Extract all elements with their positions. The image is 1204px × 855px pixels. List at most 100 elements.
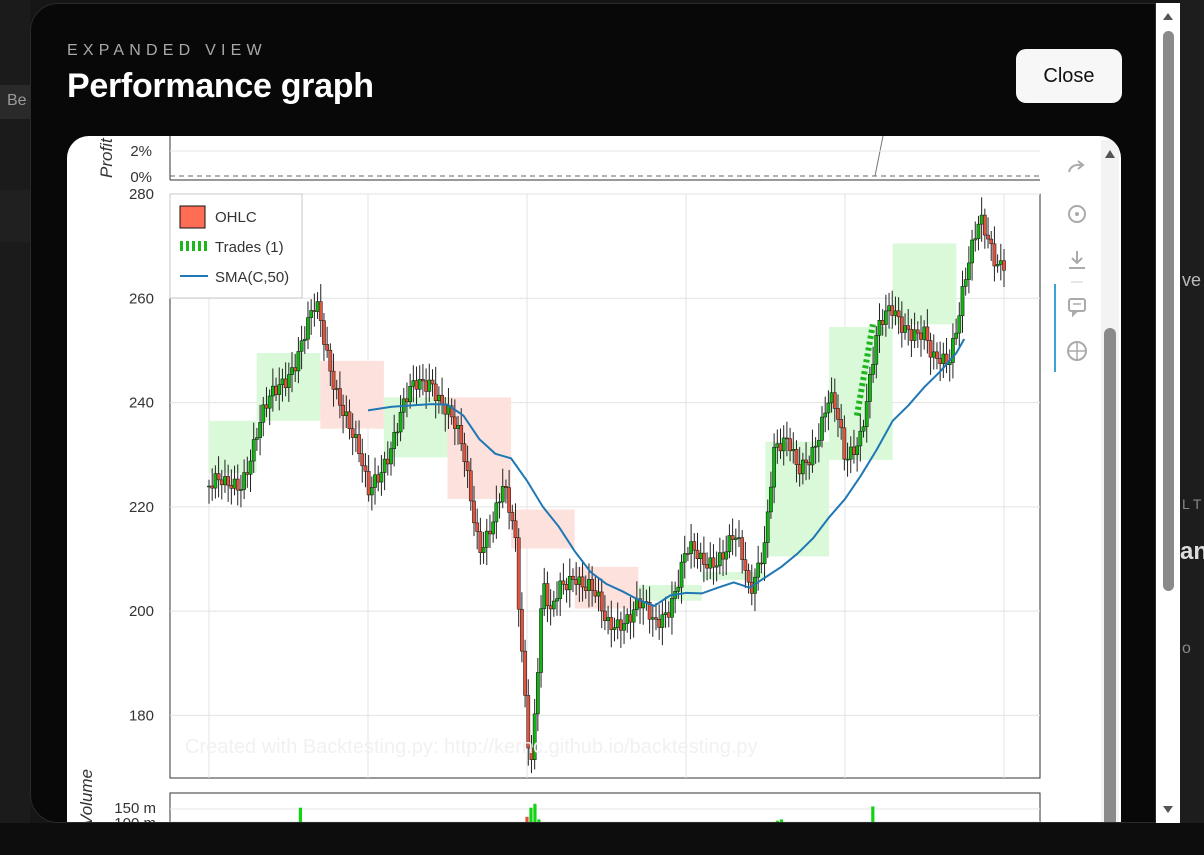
- candle-body: [855, 445, 859, 455]
- save-icon[interactable]: [1069, 251, 1085, 269]
- candle-body: [274, 385, 278, 395]
- candle-body: [558, 580, 563, 599]
- candle-body: [670, 598, 674, 618]
- candle-body: [884, 310, 888, 325]
- candle-body: [251, 439, 256, 462]
- volume-bar: [775, 820, 780, 822]
- candle-body: [583, 586, 588, 591]
- volume-bar: [366, 822, 369, 823]
- candle-body: [341, 404, 345, 416]
- candle-body: [437, 394, 441, 401]
- candle-body: [628, 614, 633, 623]
- candle-body: [880, 320, 885, 325]
- candle-body: [488, 530, 492, 535]
- candle-body: [967, 262, 971, 280]
- close-button[interactable]: Close: [1016, 49, 1122, 103]
- candle-body: [717, 552, 722, 567]
- candle-body: [290, 367, 294, 375]
- candle-body: [478, 531, 483, 553]
- volume-bar: [708, 822, 711, 823]
- candle-body: [472, 500, 476, 524]
- profit-line: [874, 136, 884, 177]
- chart-scrollbar[interactable]: [1101, 140, 1119, 823]
- candle-body: [373, 474, 377, 488]
- volume-bar: [748, 822, 751, 823]
- candle-body: [475, 522, 480, 532]
- candle-body: [864, 401, 869, 427]
- volume-axis-label: Volume: [77, 769, 96, 823]
- candle-body: [235, 478, 240, 491]
- candle-body: [730, 535, 735, 540]
- candle-body: [781, 437, 786, 452]
- chart-scroll-up-arrow[interactable]: [1105, 150, 1115, 158]
- candle-body: [389, 448, 393, 465]
- candle-body: [414, 380, 419, 390]
- candle-body: [513, 520, 518, 538]
- candle-body: [280, 378, 285, 385]
- price-tick-label: 200: [129, 603, 154, 620]
- candle-body: [797, 464, 802, 475]
- background-left-strip: [0, 0, 30, 855]
- candle-body: [385, 458, 390, 465]
- candle-body: [615, 619, 620, 628]
- candle-body: [941, 353, 946, 364]
- profit-tick-label: 0%: [130, 169, 152, 186]
- background-tab: [0, 85, 30, 119]
- volume-panel: 150 m 100 m Volume: [77, 769, 1041, 823]
- background-text-fragment: L T: [1182, 496, 1202, 512]
- candle-body: [229, 484, 234, 489]
- candle-body: [561, 580, 566, 585]
- performance-chart-svg[interactable]: 2% 0% Profit 180 200 220 240 260 280 Created …: [67, 136, 1121, 823]
- reset-icon[interactable]: [1068, 205, 1086, 223]
- candle-body: [893, 310, 898, 316]
- candle-body: [207, 485, 211, 488]
- candle-body: [405, 398, 409, 403]
- expanded-view-modal: EXPANDED VIEW Performance graph Close 2%…: [30, 3, 1156, 823]
- candle-body: [871, 363, 875, 375]
- regime-box: [511, 509, 575, 549]
- candle-body: [721, 552, 725, 560]
- candle-body: [650, 617, 655, 620]
- window-scroll-down-arrow[interactable]: [1163, 806, 1173, 813]
- candle-body: [686, 553, 690, 555]
- background-panel: [0, 190, 30, 242]
- candle-body: [903, 325, 907, 333]
- volume-bar: [358, 822, 361, 823]
- candle-body: [666, 612, 671, 618]
- chart-scrollbar-thumb[interactable]: [1104, 328, 1116, 823]
- candle-body: [344, 411, 349, 416]
- candle-body: [363, 465, 368, 472]
- candle-body: [816, 440, 821, 447]
- volume-bar: [875, 822, 878, 823]
- candle-body: [603, 610, 607, 621]
- candle-body: [682, 553, 687, 563]
- window-scroll-up-arrow[interactable]: [1163, 13, 1173, 20]
- crosshair-icon[interactable]: [1067, 341, 1087, 361]
- candle-body: [248, 460, 253, 475]
- candle-body: [318, 301, 323, 321]
- hover-tooltip-icon[interactable]: [1068, 298, 1086, 318]
- candle-body: [577, 576, 582, 585]
- candle-body: [769, 486, 773, 513]
- candle-body: [593, 590, 598, 597]
- candle-body: [759, 562, 764, 565]
- redo-icon[interactable]: [1068, 160, 1085, 173]
- legend-item-ohlc: OHLC: [215, 209, 257, 226]
- candle-body: [411, 380, 416, 387]
- window-scrollbar-thumb[interactable]: [1163, 31, 1174, 591]
- candle-body: [606, 617, 610, 621]
- candle-body: [574, 579, 579, 585]
- candle-body: [500, 486, 505, 503]
- candle-body: [481, 547, 486, 553]
- candle-body: [915, 329, 920, 334]
- candle-body: [612, 627, 617, 630]
- chart-legend[interactable]: OHLC Trades (1) SMA(C,50): [169, 193, 303, 299]
- volume-bar: [581, 822, 584, 823]
- background-footer: [0, 823, 1204, 855]
- candle-body: [430, 379, 435, 385]
- window-scrollbar[interactable]: [1156, 3, 1180, 823]
- candle-body: [925, 326, 930, 341]
- candle-body: [928, 340, 933, 358]
- candle-body: [836, 408, 840, 420]
- candle-body: [733, 537, 738, 540]
